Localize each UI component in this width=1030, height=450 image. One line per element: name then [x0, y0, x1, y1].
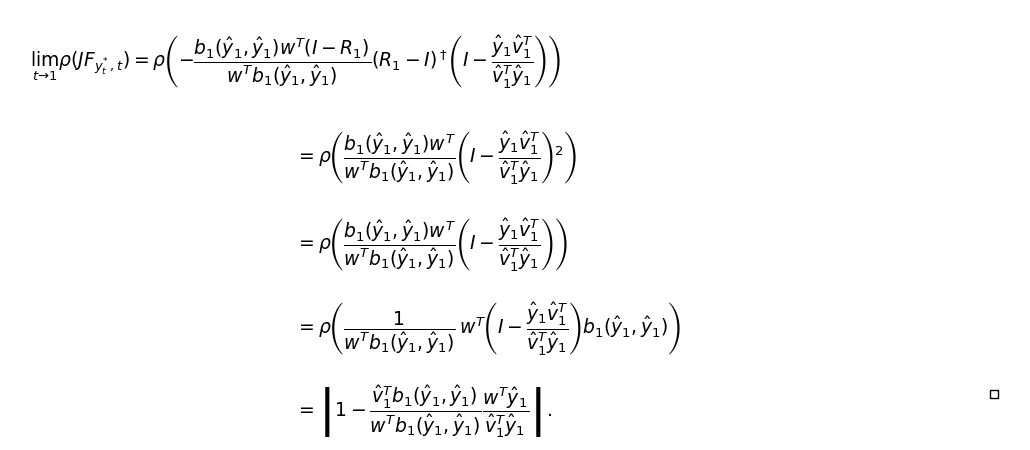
Text: $=\rho\left(\dfrac{1}{w^T b_1(\hat{y}_1,\hat{y}_1)}\,w^T\left(I - \dfrac{\hat{y}: $=\rho\left(\dfrac{1}{w^T b_1(\hat{y}_1,…	[296, 300, 682, 357]
Text: $=\rho\left(\dfrac{b_1(\hat{y}_1,\hat{y}_1)w^T}{w^T b_1(\hat{y}_1,\hat{y}_1)}\le: $=\rho\left(\dfrac{b_1(\hat{y}_1,\hat{y}…	[296, 129, 578, 186]
Text: $=\left|1 - \dfrac{\hat{v}_1^T b_1(\hat{y}_1,\hat{y}_1)}{w^T b_1(\hat{y}_1,\hat{: $=\left|1 - \dfrac{\hat{v}_1^T b_1(\hat{…	[296, 383, 552, 440]
Bar	[990, 390, 998, 397]
Text: $=\rho\left(\dfrac{b_1(\hat{y}_1,\hat{y}_1)w^T}{w^T b_1(\hat{y}_1,\hat{y}_1)}\le: $=\rho\left(\dfrac{b_1(\hat{y}_1,\hat{y}…	[296, 216, 569, 274]
Text: $\lim_{t\to 1}\rho(JF_{y_t^*,t}) =\rho\left(-\dfrac{b_1(\hat{y}_1,\hat{y}_1)w^T(: $\lim_{t\to 1}\rho(JF_{y_t^*,t}) =\rho\l…	[30, 33, 560, 90]
